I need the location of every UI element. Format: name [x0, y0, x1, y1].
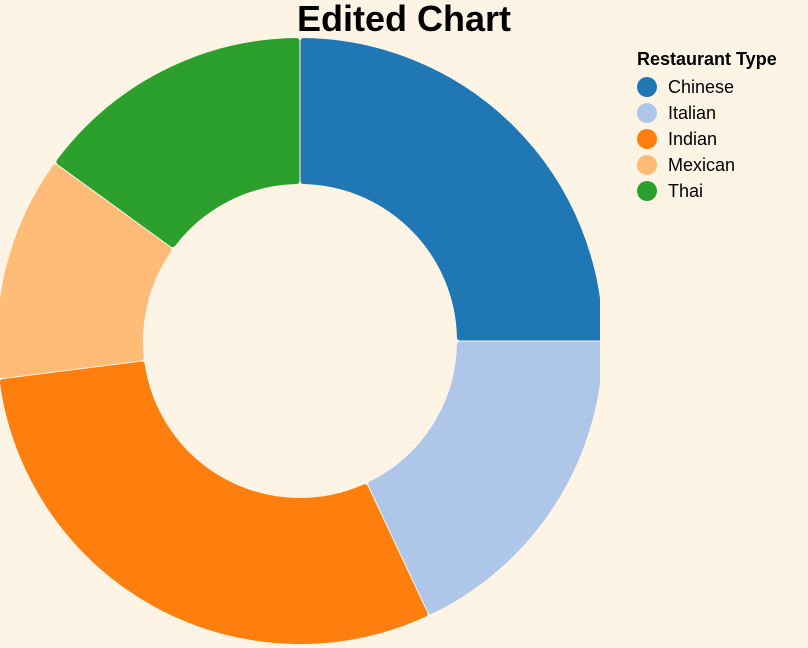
legend-label: Chinese — [668, 76, 735, 97]
legend-title: Restaurant Type — [637, 49, 777, 69]
legend-label: Italian — [668, 102, 717, 123]
legend-label: Mexican — [668, 154, 736, 175]
legend-swatch — [637, 103, 657, 123]
legend-swatch — [637, 129, 657, 149]
legend-label: Thai — [668, 180, 704, 201]
donut-slice-thai — [56, 38, 300, 248]
donut-slice-mexican — [0, 164, 172, 379]
donut-slice-chinese — [300, 38, 600, 341]
legend-swatch — [637, 155, 657, 175]
legend-label: Indian — [668, 128, 718, 149]
chart-title: Edited Chart — [296, 0, 511, 39]
legend: Restaurant Type Chinese Italian Indian Mexi… — [637, 48, 777, 204]
legend-item-chinese: Chinese — [637, 74, 777, 100]
donut-slice-indian — [0, 361, 428, 644]
donut-chart — [0, 38, 600, 644]
legend-item-indian: Indian — [637, 126, 777, 152]
legend-item-italian: Italian — [637, 100, 777, 126]
donut-slice-italian — [368, 341, 600, 614]
legend-item-mexican: Mexican — [637, 152, 777, 178]
legend-item-thai: Thai — [637, 178, 777, 204]
legend-swatch — [637, 181, 657, 201]
legend-swatch — [637, 77, 657, 97]
